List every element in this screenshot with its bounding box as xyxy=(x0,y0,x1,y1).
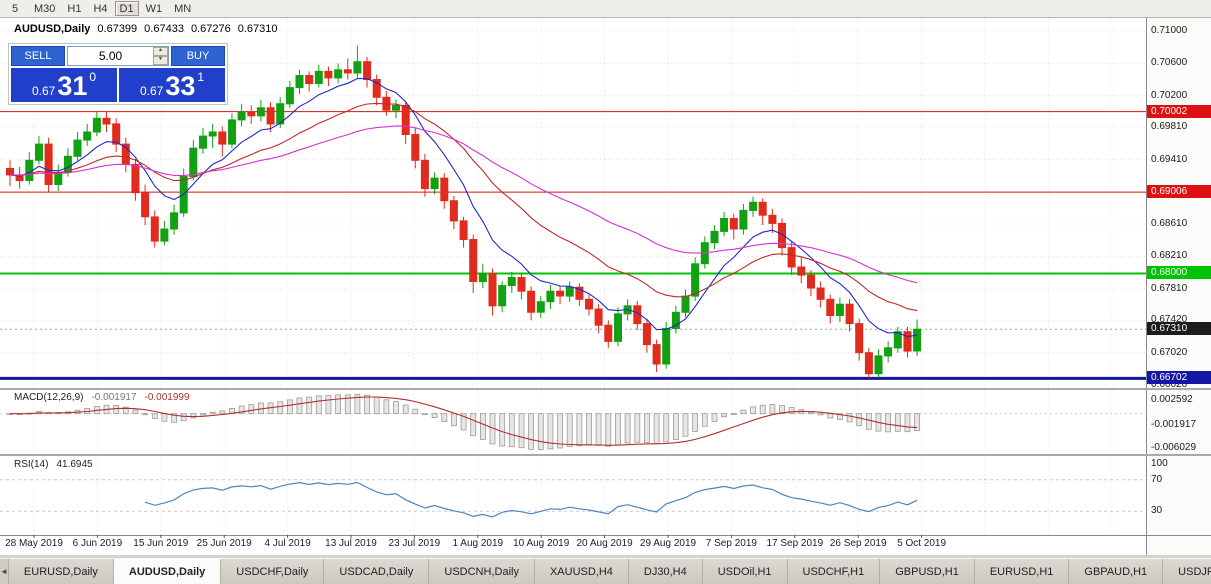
date-label: 4 Jul 2019 xyxy=(264,538,311,549)
macd-header: MACD(12,26,9) -0.001917 -0.001999 xyxy=(14,392,190,403)
date-label: 25 Jun 2019 xyxy=(196,538,252,549)
timeframe-button-h4[interactable]: H4 xyxy=(93,2,108,15)
chart-tab-gbpaud-h1[interactable]: GBPAUD,H1 xyxy=(1069,559,1164,584)
date-label: 28 May 2019 xyxy=(5,538,63,549)
chart-ohlc-header: AUDUSD,Daily 0.67399 0.67433 0.67276 0.6… xyxy=(14,23,277,35)
price-level-flag: 0.66702 xyxy=(1147,371,1211,385)
rsi-line xyxy=(144,481,918,518)
timeframe-button-h1[interactable]: H1 xyxy=(67,2,82,15)
date-label: 17 Sep 2019 xyxy=(766,538,824,549)
moving-average-44 xyxy=(9,125,918,284)
date-label: 15 Jun 2019 xyxy=(133,538,189,549)
chart-tab-bar: ◄ EURUSD,Daily AUDUSD,Daily USDCHF,Daily US… xyxy=(0,558,1211,584)
price-level-flag: 0.70002 xyxy=(1147,104,1211,118)
timeframe-toolbar: 5 M30 H1 H4 D1 W1 MN xyxy=(0,0,1211,18)
chart-tab-usdcnh-daily[interactable]: USDCNH,Daily xyxy=(429,559,535,584)
moving-average-21 xyxy=(9,102,918,312)
sell-price-big: 31 xyxy=(57,71,88,102)
price-tick: 0.70600 xyxy=(1151,57,1188,69)
macd-scale-tick: -0.006029 xyxy=(1151,442,1197,453)
high-value: 0.67433 xyxy=(144,23,184,35)
chart-tab-eurusd-daily[interactable]: EURUSD,Daily xyxy=(8,559,114,584)
symbol-label: AUDUSD,Daily xyxy=(14,23,91,35)
price-tick: 0.67810 xyxy=(1151,282,1188,294)
date-label: 1 Aug 2019 xyxy=(452,538,504,549)
lot-size-field: ▲ ▼ xyxy=(67,46,169,66)
macd-signal-value: -0.001999 xyxy=(144,392,190,403)
sell-price-sup: 0 xyxy=(89,70,97,84)
date-label: 6 Jun 2019 xyxy=(72,538,123,549)
moving-average-8 xyxy=(9,77,918,338)
rsi-header: RSI(14) 41.6945 xyxy=(14,459,93,470)
date-label: 20 Aug 2019 xyxy=(576,538,633,549)
buy-price-box[interactable]: 0.67 33 1 xyxy=(119,68,225,102)
price-level-flag: 0.68000 xyxy=(1147,266,1211,280)
rsi-scale-tick: 70 xyxy=(1151,473,1163,485)
buy-price-sup: 1 xyxy=(197,70,205,84)
tab-scroll-left-icon[interactable]: ◄ xyxy=(0,559,9,584)
chart-tab-usdoil-h1[interactable]: USDOil,H1 xyxy=(702,559,788,584)
rsi-scale-tick: 30 xyxy=(1151,505,1163,517)
rsi-scale-tick: 100 xyxy=(1151,458,1168,469)
timeframe-button-w1[interactable]: W1 xyxy=(145,2,163,15)
price-tick: 0.68210 xyxy=(1151,250,1188,262)
one-click-trading-panel: SELL ▲ ▼ BUY 0.67 31 0 0.67 xyxy=(8,43,228,105)
buy-button[interactable]: BUY xyxy=(171,46,225,66)
price-tick: 0.71000 xyxy=(1151,25,1188,36)
chart-tab-usdchf-h1[interactable]: USDCHF,H1 xyxy=(787,559,881,584)
close-value: 0.67310 xyxy=(237,23,278,35)
macd-scale-tick: 0.002592 xyxy=(1151,394,1193,405)
open-value: 0.67399 xyxy=(97,23,138,35)
date-label: 10 Aug 2019 xyxy=(513,538,570,549)
price-level-flag: 0.69006 xyxy=(1147,185,1211,199)
sell-price-box[interactable]: 0.67 31 0 xyxy=(11,68,117,102)
macd-main-value: -0.001917 xyxy=(91,392,137,403)
date-label: 13 Jul 2019 xyxy=(325,538,377,549)
lot-decrease-icon[interactable]: ▼ xyxy=(153,56,168,65)
macd-scale-tick: -0.001917 xyxy=(1151,419,1197,430)
macd-signal-line xyxy=(10,396,918,446)
buy-price-big: 33 xyxy=(165,71,196,102)
chart-tab-dj30-h4[interactable]: DJ30,H4 xyxy=(628,559,703,584)
timeframe-button-m30[interactable]: M30 xyxy=(34,2,56,15)
chart-tab-xauusd-h4[interactable]: XAUUSD,H4 xyxy=(534,559,629,584)
date-label: 29 Aug 2019 xyxy=(639,538,697,549)
sell-button[interactable]: SELL xyxy=(11,46,65,66)
date-label: 26 Sep 2019 xyxy=(829,538,887,549)
lot-spinner: ▲ ▼ xyxy=(153,47,168,65)
rsi-value: 41.6945 xyxy=(56,459,93,470)
price-tick: 0.68610 xyxy=(1151,218,1188,230)
current-price-flag: 0.67310 xyxy=(1147,322,1211,336)
chart-tab-usdchf-daily[interactable]: USDCHF,Daily xyxy=(221,559,325,584)
date-label: 7 Sep 2019 xyxy=(705,538,757,549)
sell-price-prefix: 0.67 xyxy=(31,84,56,98)
chart-tab-usdcad-daily[interactable]: USDCAD,Daily xyxy=(324,559,430,584)
timeframe-button-mn[interactable]: MN xyxy=(174,2,192,15)
price-tick: 0.67420 xyxy=(1151,314,1188,326)
buy-price-prefix: 0.67 xyxy=(139,84,164,98)
lot-increase-icon[interactable]: ▲ xyxy=(153,47,168,56)
timeframe-button-d1[interactable]: D1 xyxy=(114,1,139,16)
price-tick: 0.69410 xyxy=(1151,153,1188,165)
price-tick: 0.69810 xyxy=(1151,121,1188,133)
chart-tab-usdjp[interactable]: USDJP xyxy=(1163,559,1211,584)
price-tick: 0.66620 xyxy=(1151,378,1188,390)
date-label: 5 Oct 2019 xyxy=(897,538,947,549)
price-tick: 0.70200 xyxy=(1151,89,1188,101)
timeframe-button-5[interactable]: 5 xyxy=(11,2,19,15)
date-label: 23 Jul 2019 xyxy=(388,538,441,549)
low-value: 0.67276 xyxy=(190,23,231,35)
chart-tab-eurusd-h1[interactable]: EURUSD,H1 xyxy=(974,559,1070,584)
chart-tab-audusd-daily[interactable]: AUDUSD,Daily xyxy=(113,559,222,584)
rsi-label: RSI(14) xyxy=(14,459,49,470)
lot-size-input[interactable] xyxy=(68,47,153,65)
chart-tab-gbpusd-h1[interactable]: GBPUSD,H1 xyxy=(880,559,975,584)
macd-label: MACD(12,26,9) xyxy=(14,392,84,403)
price-tick: 0.67020 xyxy=(1151,346,1188,358)
